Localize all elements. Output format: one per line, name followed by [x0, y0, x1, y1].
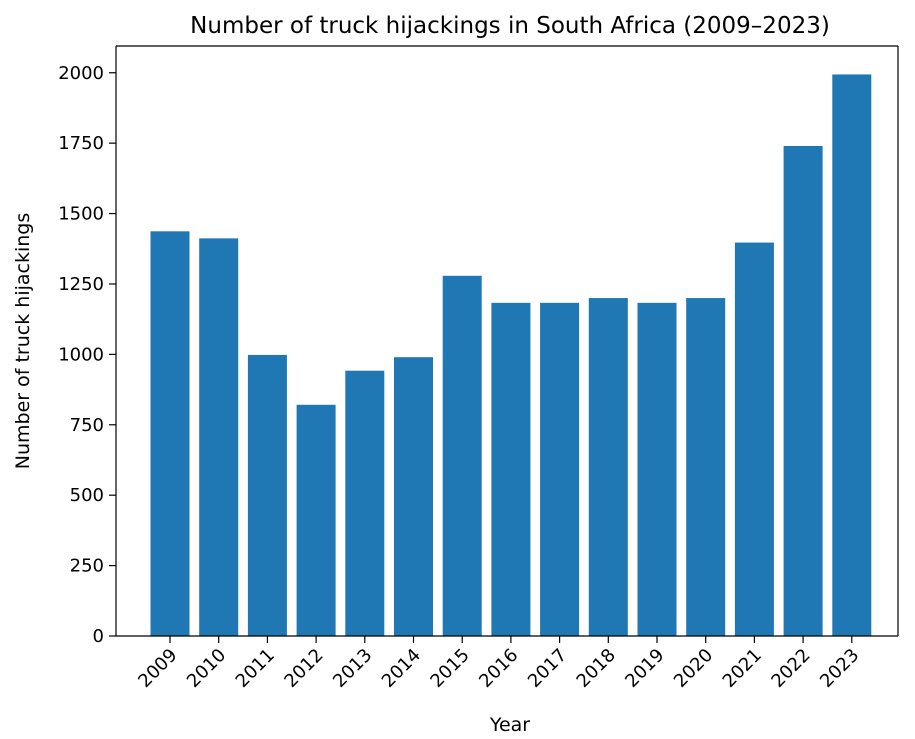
y-tick-label-1750: 1750: [58, 133, 104, 154]
y-tick-label-250: 250: [70, 556, 104, 577]
bar-2013: [345, 370, 385, 636]
x-tick-label-2016: 2016: [475, 645, 522, 692]
x-tick-label-2010: 2010: [183, 645, 230, 692]
y-tick-label-1500: 1500: [58, 204, 104, 225]
bar-2015: [442, 275, 482, 636]
y-tick-label-1250: 1250: [58, 274, 104, 295]
bar-2022: [783, 145, 823, 637]
x-tick-label-2011: 2011: [232, 645, 279, 692]
bar-2020: [686, 298, 726, 636]
bar-2019: [637, 302, 677, 636]
x-tick-label-2009: 2009: [134, 645, 181, 692]
bar-2016: [491, 302, 531, 636]
bar-2017: [540, 302, 580, 636]
bar-2023: [832, 74, 872, 636]
chart-title: Number of truck hijackings in South Afri…: [190, 13, 830, 39]
x-tick-label-2012: 2012: [280, 645, 327, 692]
bar-2011: [247, 354, 287, 636]
x-tick-label-2022: 2022: [767, 645, 814, 692]
x-axis-label: Year: [489, 714, 530, 736]
y-tick-label-750: 750: [70, 415, 104, 436]
x-tick-label-2015: 2015: [426, 645, 473, 692]
x-tick-label-2014: 2014: [378, 645, 425, 692]
bar-2021: [734, 242, 774, 636]
bar-2010: [199, 238, 239, 636]
y-tick-label-0: 0: [93, 626, 104, 647]
x-tick-label-2020: 2020: [670, 645, 717, 692]
y-axis-label: Number of truck hijackings: [12, 213, 34, 469]
y-tick-label-1000: 1000: [58, 344, 104, 365]
y-tick-label-500: 500: [70, 485, 104, 506]
x-tick-label-2021: 2021: [719, 645, 766, 692]
bar-2018: [588, 298, 628, 636]
y-tick-label-2000: 2000: [58, 63, 104, 84]
bar-2009: [150, 231, 190, 636]
x-tick-label-2018: 2018: [573, 645, 620, 692]
x-tick-label-2013: 2013: [329, 645, 376, 692]
bar-2012: [296, 404, 336, 636]
x-tick-label-2017: 2017: [524, 645, 571, 692]
bar-2014: [394, 357, 433, 636]
x-tick-label-2023: 2023: [816, 645, 863, 692]
x-tick-label-2019: 2019: [621, 645, 668, 692]
